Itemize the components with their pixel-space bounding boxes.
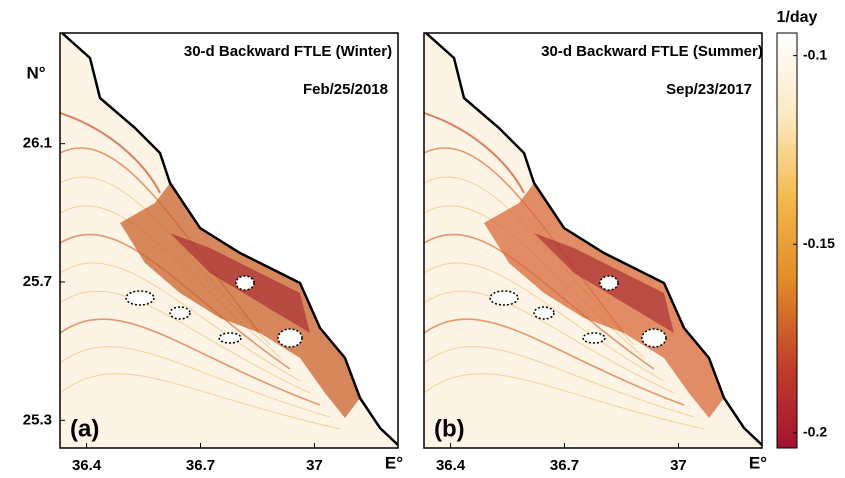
ftle-streak bbox=[60, 346, 331, 418]
panel-title: 30-d Backward FTLE (Summer) bbox=[541, 43, 763, 60]
x-unit: E° bbox=[385, 453, 403, 472]
ftle-streak bbox=[424, 346, 695, 418]
y-unit: N° bbox=[26, 63, 45, 82]
land bbox=[426, 33, 762, 445]
colorbar-tick-label: -0.1 bbox=[803, 46, 827, 62]
ftle-streak bbox=[424, 373, 705, 430]
y-tick-label: 26.1 bbox=[23, 135, 52, 152]
island bbox=[125, 290, 155, 306]
x-tick-label: 37 bbox=[306, 457, 323, 474]
ftle-streak bbox=[424, 290, 675, 394]
y-tick-label: 25.3 bbox=[23, 411, 52, 428]
panel-date: Feb/25/2018 bbox=[303, 81, 388, 98]
x-tick-label: 37 bbox=[670, 457, 687, 474]
colorbar-tick-label: -0.15 bbox=[803, 235, 835, 251]
x-tick-label: 36.4 bbox=[436, 457, 466, 474]
ftle-streak bbox=[60, 373, 341, 430]
island bbox=[533, 306, 555, 320]
x-unit: E° bbox=[749, 453, 767, 472]
panel-title: 30-d Backward FTLE (Winter) bbox=[184, 43, 392, 60]
panel-frame bbox=[59, 32, 399, 449]
island bbox=[277, 328, 303, 348]
coastline bbox=[425, 33, 762, 446]
ftle-streak bbox=[60, 290, 311, 394]
ftle-streak bbox=[60, 262, 301, 382]
island bbox=[599, 275, 619, 291]
colorbar-tick-label: -0.2 bbox=[803, 424, 827, 440]
ftle-streak bbox=[424, 262, 665, 382]
coastline bbox=[61, 33, 398, 446]
panel-date: Sep/23/2017 bbox=[666, 81, 752, 98]
island bbox=[218, 332, 242, 344]
map-panel bbox=[424, 33, 762, 448]
panel-frame bbox=[423, 32, 763, 449]
ftle-streak bbox=[424, 318, 685, 406]
colorbar-label: 1/day bbox=[777, 9, 818, 26]
island bbox=[169, 306, 191, 320]
island bbox=[489, 290, 519, 306]
panel-label: (a) bbox=[70, 415, 99, 442]
y-tick-label: 25.7 bbox=[23, 273, 52, 290]
island bbox=[641, 328, 667, 348]
island bbox=[582, 332, 606, 344]
panel-label: (b) bbox=[434, 415, 465, 442]
map-panel bbox=[60, 33, 398, 448]
land bbox=[62, 33, 398, 445]
x-tick-label: 36.7 bbox=[550, 457, 579, 474]
ftle-streak bbox=[60, 112, 161, 194]
x-tick-label: 36.4 bbox=[72, 457, 102, 474]
colorbar bbox=[776, 32, 798, 449]
island bbox=[235, 275, 255, 291]
ftle-streak bbox=[424, 112, 525, 194]
x-tick-label: 36.7 bbox=[186, 457, 215, 474]
ftle-streak bbox=[60, 318, 321, 406]
